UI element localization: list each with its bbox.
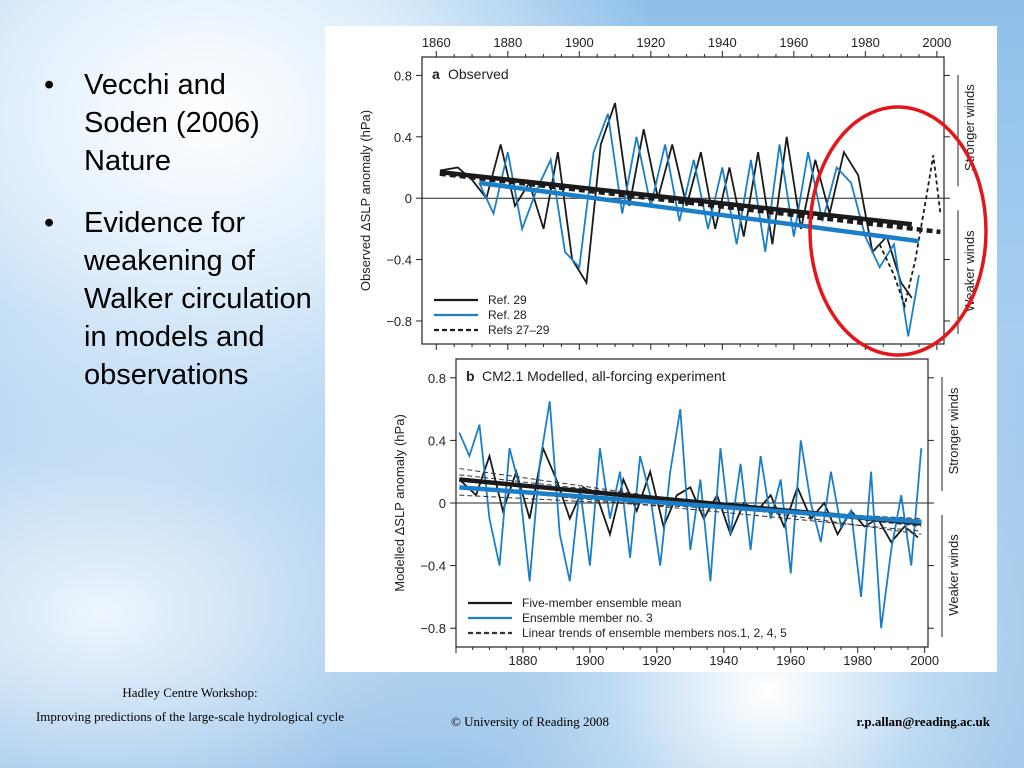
- panel-a-frame: [421, 56, 945, 345]
- panel-b-ytick-label: −0.4: [420, 559, 446, 574]
- panel-a-xtick-label: 1980: [851, 35, 880, 50]
- panel-a-ytick-label: 0.4: [394, 130, 412, 145]
- panel-a-trend-1: [478, 180, 920, 244]
- panel-b-xtick-label: 1900: [575, 653, 604, 668]
- figure-svg: 0.8 0.4 0 −0.4 −0.8 1860 1880 1900 1920 1940 1960 1…: [358, 35, 988, 668]
- panel-a-ylabel: Observed ΔSLP anomaly (hPa): [358, 110, 373, 291]
- panel-a-legend-label: Refs 27–29: [488, 323, 550, 337]
- panel-a-trend-2: [439, 171, 941, 235]
- bullet-item: • Vecchi and Soden (2006) Nature: [42, 66, 312, 180]
- bullet-text-2: Evidence for weakening of Walker circula…: [84, 207, 312, 391]
- panel-b-legend-label: Linear trends of ensemble members nos.1,…: [522, 626, 787, 640]
- panel-b-xtick-label: 1940: [709, 653, 738, 668]
- panel-b-ytick-label: 0.4: [428, 433, 446, 448]
- panel-a-label: a: [432, 66, 440, 82]
- panel-b-dashed-trend-3: [459, 486, 922, 532]
- panel-a-series-1: [478, 113, 920, 337]
- panel-b-xtick-label: 1960: [776, 653, 805, 668]
- bullet-list: • Vecchi and Soden (2006) Nature • Evidenc…: [42, 66, 312, 418]
- copyright-text: © University of Reading 2008: [451, 714, 609, 729]
- figure-panel: 0.8 0.4 0 −0.4 −0.8 1860 1880 1900 1920 1940 1960 1…: [325, 26, 997, 672]
- bullet-text-1: Vecchi and Soden (2006) Nature: [84, 69, 260, 177]
- panel-a-ytick-label: −0.8: [386, 314, 412, 329]
- panel-b-title: CM2.1 Modelled, all-forcing experiment: [482, 368, 726, 384]
- panel-a-ytick-label: 0: [405, 191, 412, 206]
- panel-a-xtick-label: 1880: [493, 35, 522, 50]
- panel-a-xtick-label: 1940: [708, 35, 737, 50]
- panel-a-legend-label: Ref. 28: [488, 308, 527, 322]
- bullet-dot-icon: •: [44, 69, 55, 101]
- panel-a-series-0: [439, 102, 913, 299]
- panel-b-legend-label: Ensemble member no. 3: [522, 611, 653, 625]
- panel-b-xtick-label: 2000: [910, 653, 939, 668]
- panel-b-ylabel: Modelled ΔSLP anomaly (hPa): [392, 414, 407, 592]
- panel-a-ytick-label: 0.8: [394, 68, 412, 83]
- panel-b-ytick-label: −0.8: [420, 621, 446, 636]
- panel-a-xtick-label: 1860: [422, 35, 451, 50]
- panel-a-xtick-label: 1960: [779, 35, 808, 50]
- panel-a-series-2: [878, 155, 942, 309]
- email-link[interactable]: r.p.allan@reading.ac.uk: [856, 714, 990, 729]
- panel-a-xtick-label: 2000: [922, 35, 951, 50]
- panel-a-trend-0: [439, 169, 913, 227]
- panel-a-legend-label: Ref. 29: [488, 293, 527, 307]
- panel-b-series-1: [458, 401, 923, 629]
- bullet-item: • Evidence for weakening of Walker circul…: [42, 204, 312, 394]
- panel-b-ytick-label: 0: [439, 496, 446, 511]
- panel-b-xtick-label: 1880: [508, 653, 537, 668]
- workshop-title: Hadley Centre Workshop:: [122, 685, 258, 700]
- panel-b-label: b: [466, 368, 475, 384]
- panel-b-ytick-label: 0.8: [428, 371, 446, 386]
- highlight-circle: [808, 105, 988, 357]
- workshop-footer: Hadley Centre Workshop: Improving predic…: [20, 681, 360, 729]
- workshop-subtitle: Improving predictions of the large-scale…: [35, 709, 345, 724]
- panel-b-legend-label: Five-member ensemble mean: [522, 596, 681, 610]
- panel-b-xtick-label: 1920: [642, 653, 671, 668]
- panel-a-xtick-label: 1920: [636, 35, 665, 50]
- bullet-dot-icon: •: [44, 207, 55, 239]
- panel-a-xtick-label: 1900: [565, 35, 594, 50]
- panel-a-title: Observed: [448, 66, 509, 82]
- panel-b-xtick-label: 1980: [843, 653, 872, 668]
- panel-b-right-label-weaker: Weaker winds: [946, 534, 961, 616]
- panel-b-trend-1: [459, 485, 922, 525]
- panel-a-ytick-label: −0.4: [386, 253, 412, 268]
- panel-b-right-label-stronger: Stronger winds: [946, 387, 961, 474]
